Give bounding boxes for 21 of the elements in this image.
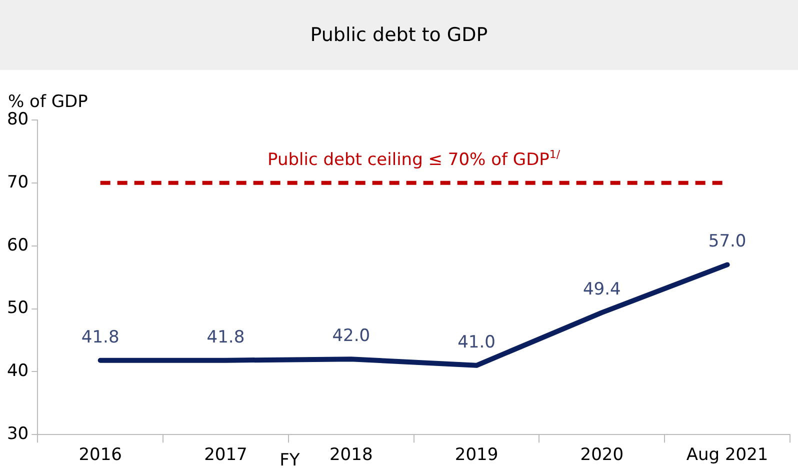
y-tick-label: 70 (6, 172, 29, 192)
x-tick-label: 2017 (204, 445, 248, 466)
data-label: 41.8 (206, 327, 245, 348)
x-tick-label: 2019 (454, 445, 498, 466)
data-label: 49.4 (582, 279, 621, 300)
x-tick-label: 2016 (78, 445, 122, 466)
y-tick-label: 30 (6, 424, 29, 444)
x-tick-label: 2020 (580, 445, 624, 466)
y-tick-label: 40 (6, 361, 29, 382)
data-label: 41.8 (81, 327, 120, 348)
chart-title: Public debt to GDP (0, 0, 798, 70)
y-tick-label: 80 (6, 109, 29, 130)
y-tick-label: 50 (6, 298, 29, 318)
data-label: 41.0 (458, 332, 496, 352)
x-axis-title: FY (280, 450, 300, 469)
data-label: 57.0 (708, 232, 746, 252)
x-tick-label: 2018 (329, 445, 373, 466)
y-tick-label: 60 (6, 235, 29, 256)
y-axis-title: % of GDP (8, 92, 88, 112)
data-label: 42.0 (332, 326, 370, 346)
x-tick-label: Aug 2021 (686, 445, 768, 466)
